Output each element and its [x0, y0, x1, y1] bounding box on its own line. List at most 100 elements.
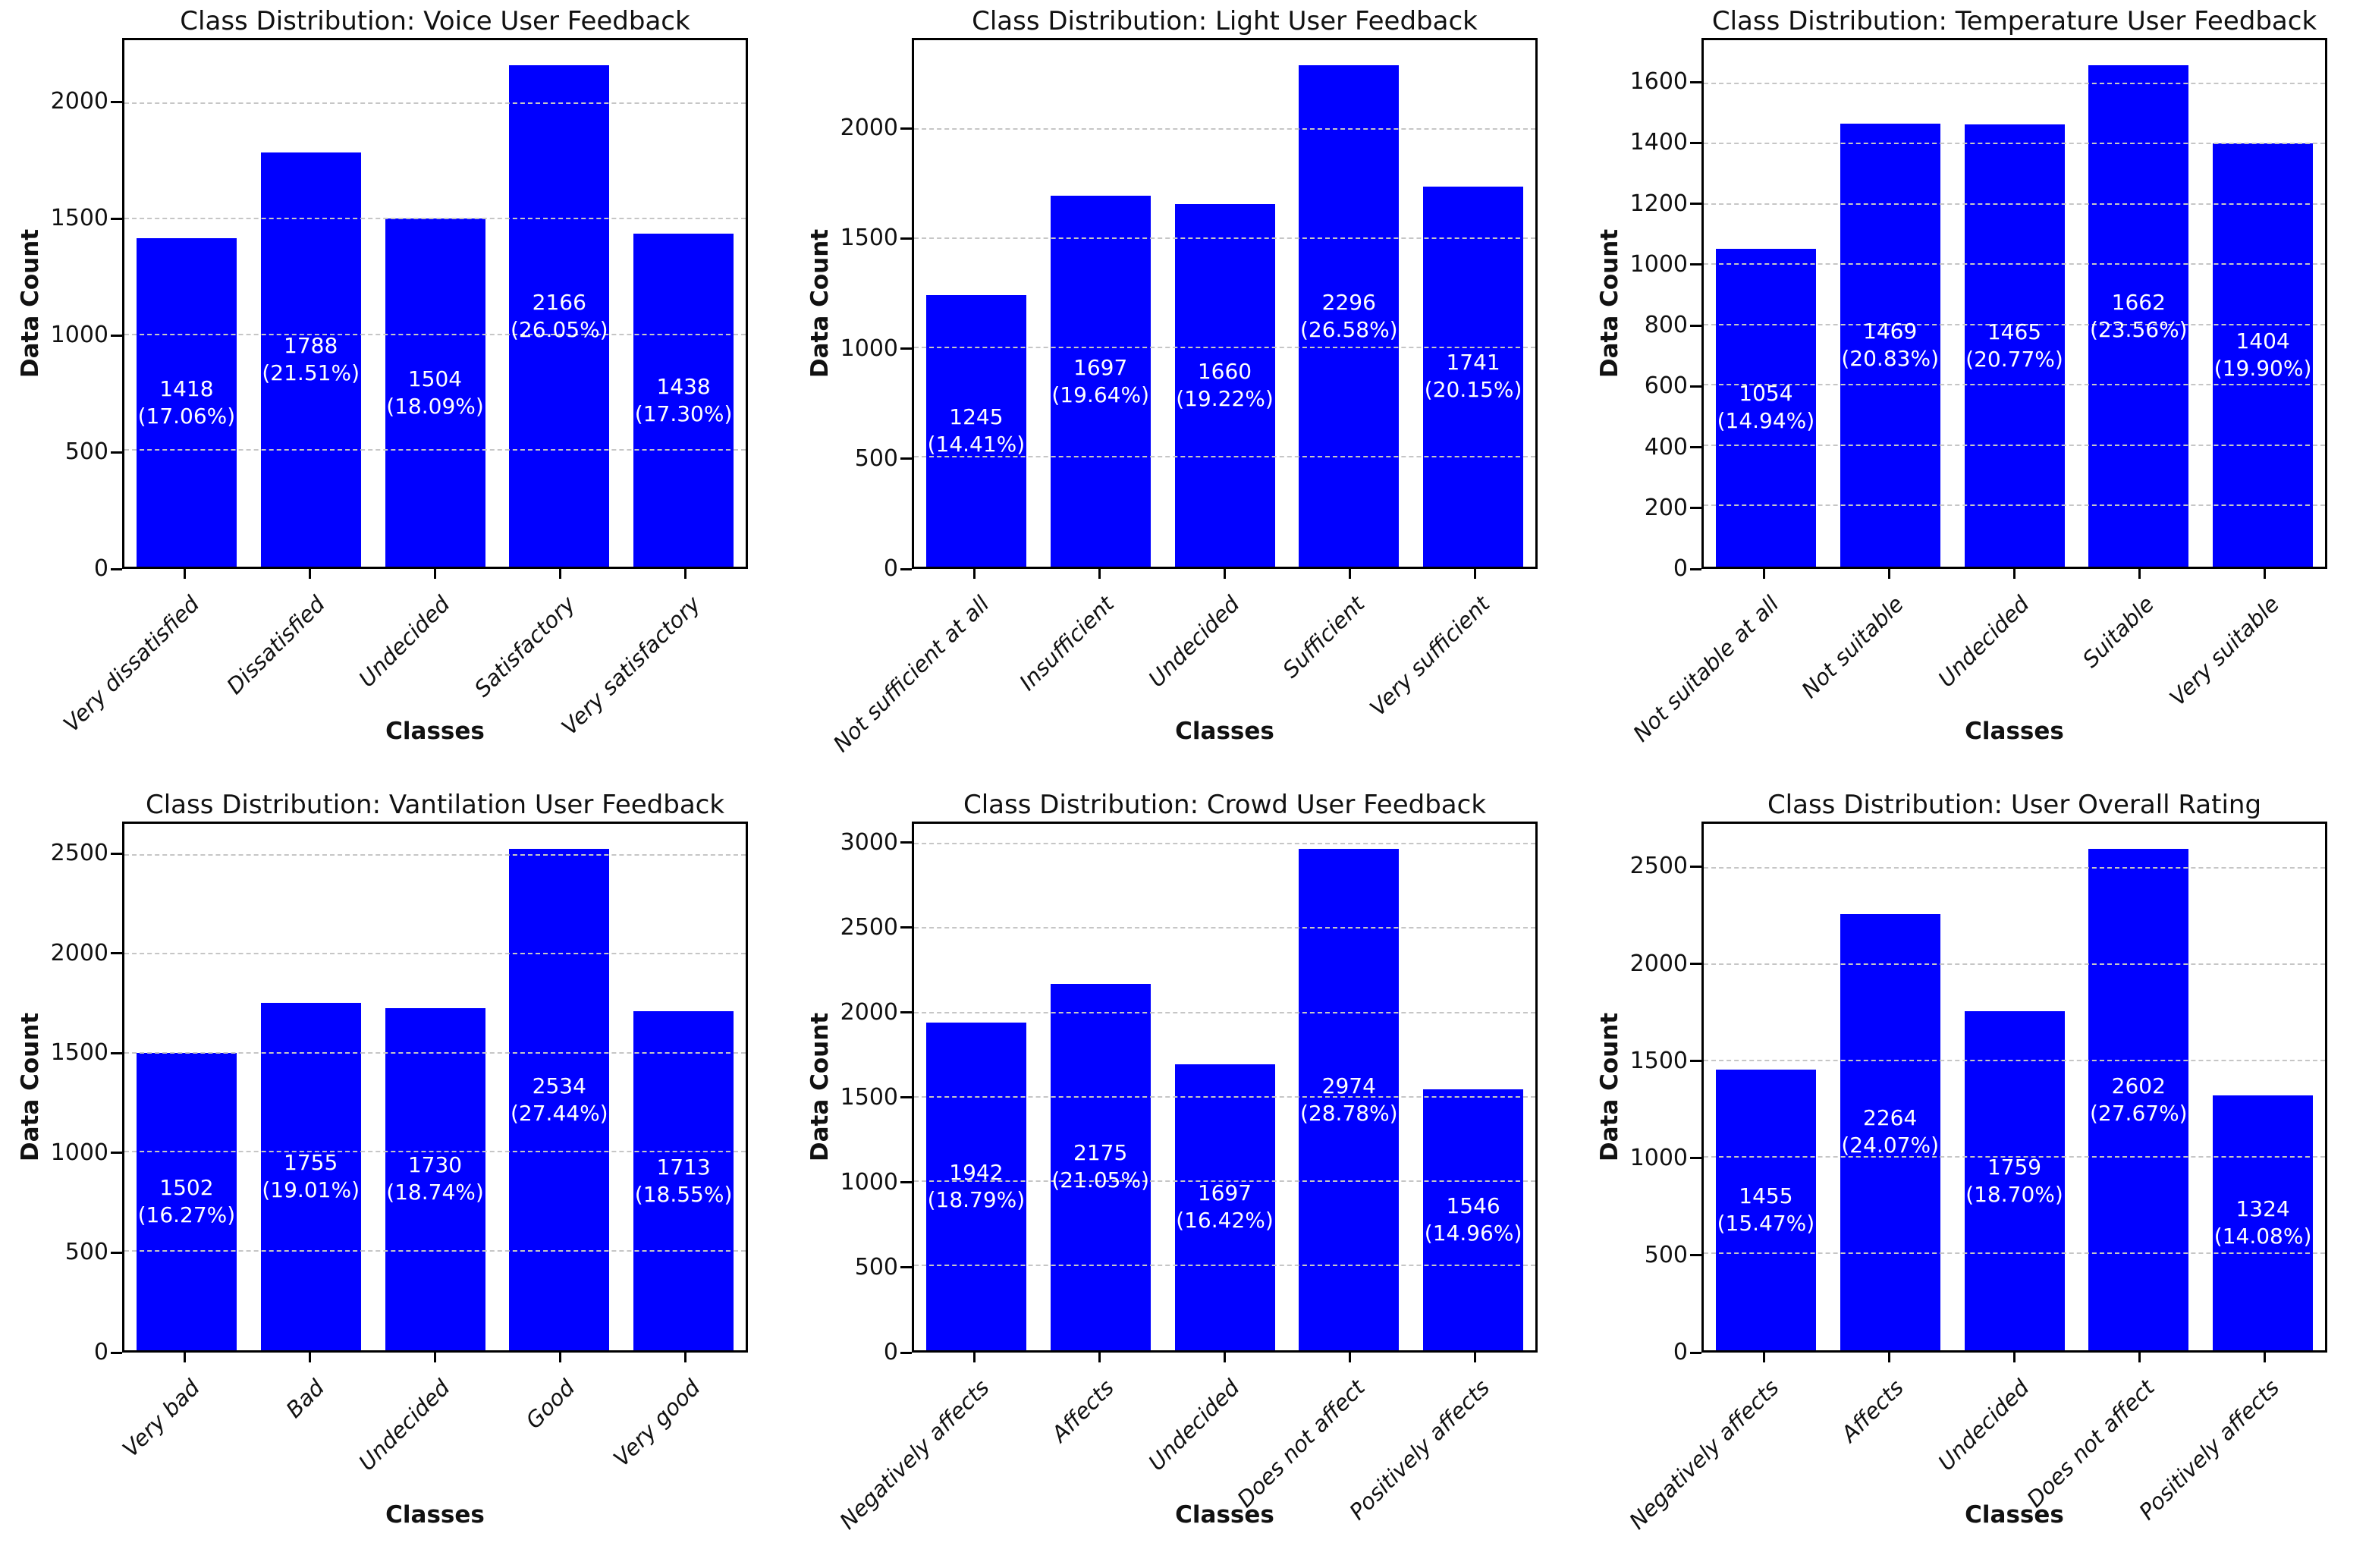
y-tick-label: 0 — [883, 1339, 898, 1365]
bar-undecided — [1964, 124, 2065, 567]
bar-percent-text: (18.74%) — [386, 1180, 484, 1205]
y-tick-mark — [900, 567, 912, 570]
chart-cell-temperature-user-feedback: Class Distribution: Temperature User Fee… — [1579, 0, 2369, 784]
bar-percent-text: (15.47%) — [1717, 1211, 1815, 1236]
bar-count-text: 2534 — [532, 1073, 586, 1098]
x-axis-label: Classes — [1175, 718, 1274, 745]
y-tick-mark — [111, 952, 122, 955]
bar-percent-text: (20.83%) — [1841, 345, 1939, 371]
y-tick-mark — [111, 334, 122, 337]
bar-percent-text: (14.94%) — [1717, 408, 1815, 434]
gridline — [914, 927, 1535, 929]
y-tick-label: 1500 — [50, 205, 108, 232]
x-tick-label: Sufficient — [1277, 590, 1370, 683]
x-axis-label: Classes — [385, 1501, 485, 1529]
bar-positively-affects — [2213, 1095, 2314, 1350]
y-tick-label: 500 — [1644, 1241, 1688, 1268]
bar-count-text: 1730 — [407, 1152, 463, 1178]
bar-value-label: 1759 (18.70%) — [1965, 1154, 2063, 1208]
y-tick-mark — [111, 217, 122, 220]
x-tick-mark — [973, 569, 976, 579]
y-tick-label: 600 — [1644, 372, 1688, 400]
bar-count-text: 1741 — [1446, 350, 1500, 376]
gridline — [914, 1011, 1535, 1013]
x-tick-mark — [2013, 569, 2016, 579]
y-axis-label: Data Count — [1596, 1012, 1623, 1162]
plot-area: 1455 (15.47%) 2264 (24.07%) 1759 (18.70%) 2602… — [1701, 822, 2327, 1353]
y-tick-label: 2000 — [840, 115, 898, 142]
y-tick-label: 800 — [1644, 312, 1688, 339]
x-tick-label: Undecided — [353, 590, 455, 693]
bar-value-label: 1418 (17.06%) — [138, 376, 236, 430]
x-axis-label: Classes — [1965, 1501, 2064, 1529]
bar-value-label: 1504 (18.09%) — [386, 366, 484, 420]
y-tick-label: 1600 — [1629, 68, 1688, 96]
bar-count-text: 1759 — [1987, 1154, 2042, 1180]
bar-percent-text: (17.06%) — [137, 403, 236, 429]
x-tick-label: Very bad — [117, 1374, 205, 1463]
bar-undecided — [385, 1007, 485, 1350]
plot-area: 1245 (14.41%) 1697 (19.64%) 1660 (19.22%) 2296… — [912, 38, 1538, 569]
y-tick-mark — [1690, 567, 1701, 570]
y-tick-mark — [900, 1266, 912, 1269]
x-tick-mark — [434, 569, 436, 579]
y-tick-mark — [900, 841, 912, 844]
bar-count-text: 2602 — [2111, 1073, 2166, 1098]
bar-count-text: 1455 — [1739, 1183, 1793, 1209]
bar-count-text: 1788 — [284, 333, 338, 359]
x-tick-label: Affects — [1836, 1374, 1909, 1447]
bar-undecided — [385, 218, 485, 567]
bar-count-text: 1660 — [1197, 359, 1252, 385]
chart-cell-light-user-feedback: Class Distribution: Light User Feedback D… — [790, 0, 1579, 784]
y-tick-mark — [1690, 865, 1701, 868]
bar-value-label: 2602 (27.67%) — [2090, 1073, 2188, 1127]
x-tick-mark — [1349, 569, 1351, 579]
x-axis-label: Classes — [385, 718, 485, 745]
x-tick-label: Undecided — [1933, 590, 2034, 693]
bar-percent-text: (18.55%) — [634, 1181, 733, 1207]
x-tick-label: Suitable — [2077, 590, 2160, 673]
y-tick-label: 1500 — [840, 225, 898, 252]
y-tick-label: 400 — [1644, 433, 1688, 460]
bar-count-text: 1755 — [284, 1150, 338, 1176]
bar-count-text: 1418 — [159, 376, 214, 401]
y-tick-label: 0 — [93, 1339, 108, 1365]
x-tick-mark — [1224, 1353, 1226, 1362]
bar-not-suitable-at-all — [1715, 248, 1816, 567]
x-tick-mark — [309, 569, 311, 579]
y-tick-mark — [1690, 1351, 1701, 1354]
y-tick-mark — [900, 1011, 912, 1014]
bar-undecided — [1964, 1011, 2065, 1350]
bar-value-label: 2264 (24.07%) — [1841, 1105, 1939, 1159]
y-tick-label: 1000 — [1629, 250, 1688, 278]
x-tick-mark — [1224, 569, 1226, 579]
bar-value-label: 1697 (16.42%) — [1176, 1180, 1274, 1234]
y-tick-mark — [1690, 80, 1701, 83]
y-tick-label: 0 — [1673, 1339, 1688, 1365]
y-tick-label: 1500 — [1629, 1047, 1688, 1074]
bar-percent-text: (26.58%) — [1299, 316, 1398, 342]
x-tick-mark — [184, 1353, 186, 1362]
gridline — [124, 102, 746, 104]
x-tick-label: Very suitable — [2164, 590, 2285, 711]
x-tick-mark — [1474, 1353, 1476, 1362]
bar-count-text: 1324 — [2235, 1196, 2290, 1221]
bar-value-label: 1741 (20.15%) — [1425, 349, 1522, 404]
y-tick-mark — [900, 457, 912, 460]
plot-area: 1418 (17.06%) 1788 (21.51%) 1504 (18.09%) 2166… — [122, 38, 748, 569]
bar-value-label: 1324 (14.08%) — [2214, 1196, 2312, 1250]
y-tick-label: 200 — [1644, 494, 1688, 521]
bar-very-dissatisfied — [136, 238, 237, 567]
x-tick-label: Bad — [281, 1374, 330, 1423]
bar-count-text: 1245 — [949, 404, 1004, 429]
y-tick-label: 1500 — [50, 1039, 108, 1067]
y-tick-mark — [900, 237, 912, 240]
y-tick-mark — [1690, 263, 1701, 266]
x-tick-label: Very sufficient — [1365, 590, 1495, 721]
y-tick-mark — [1690, 1254, 1701, 1257]
bar-value-label: 1942 (18.79%) — [928, 1159, 1026, 1214]
y-tick-mark — [1690, 446, 1701, 449]
y-tick-label: 2000 — [1629, 950, 1688, 977]
y-tick-label: 0 — [93, 555, 108, 582]
y-tick-label: 2500 — [840, 913, 898, 941]
